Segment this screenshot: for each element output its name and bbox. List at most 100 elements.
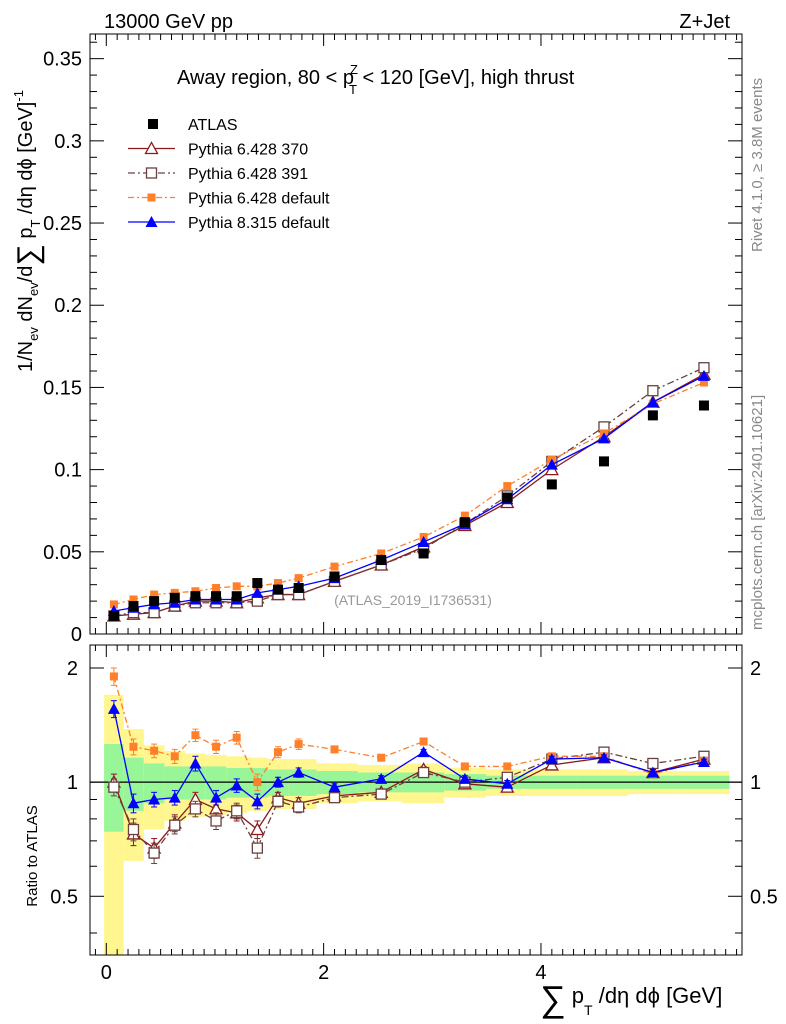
ratio-series-point (127, 797, 140, 809)
x-tick-label: 4 (535, 962, 546, 984)
main-series-point (232, 582, 241, 591)
ratio-tick-label: 1 (67, 772, 78, 794)
main-series-line (113, 367, 705, 617)
ratio-series-point (273, 748, 282, 757)
ratio-series-point (250, 822, 265, 836)
ratio-series-point (231, 805, 243, 817)
main-panel-frame (89, 33, 743, 635)
x-tick-label: 0 (101, 962, 112, 984)
energy-label: 13000 GeV pp (104, 11, 233, 33)
plot-title: Away region, 80 < pZ T < 120 [GeV], high … (177, 62, 575, 97)
ratio-series-point (597, 751, 610, 763)
y-tick-label: 0.25 (43, 213, 82, 235)
title-post: < 120 [GeV], high thrust (357, 67, 575, 89)
ratio-series-point (253, 778, 262, 787)
legend-label: Pythia 6.428 370 (188, 142, 308, 159)
main-series-point (417, 535, 430, 547)
main-series-point (646, 396, 659, 408)
ylabel-a: 1/N (15, 341, 37, 372)
ratio-series-point (503, 762, 512, 771)
ratio-tick-label-right: 2 (750, 658, 761, 680)
ratio-series-point (272, 795, 284, 807)
ratio-series-point (460, 762, 469, 771)
xlabel-p: p (566, 983, 584, 1008)
xlabel-rest: /dη dϕ [GeV] (593, 983, 723, 1008)
atlas-data-point (272, 584, 283, 595)
ratio-series-point (150, 746, 159, 755)
axes-group: 0 2 4 0 0.05 0.1 0.15 0.2 0.25 0.3 0.35 0.5 0.5 1 1 2 2 (43, 33, 778, 984)
atlas-data-point (502, 492, 513, 503)
ratio-series-point (375, 788, 387, 800)
ratio-series-point (294, 740, 303, 749)
main-series-point (503, 482, 512, 491)
main-series-point (294, 574, 303, 583)
y-tick-label: 0.05 (43, 542, 82, 564)
atlas-data-point (169, 592, 180, 603)
ratio-series-point (232, 733, 241, 742)
ratio-series-point (212, 742, 221, 751)
atlas-data-point (108, 610, 119, 621)
legend: ATLAS Pythia 6.428 370 Pythia 6.428 391 Pyt… (128, 117, 330, 232)
ratio-series-point (292, 766, 305, 778)
ratio-series-point (169, 819, 181, 831)
main-series-line (113, 375, 705, 612)
main-series-point (699, 378, 708, 387)
main-series-point (377, 549, 386, 558)
inner-band-bin (185, 766, 206, 800)
ratio-series-point (129, 742, 138, 751)
inner-band-bin (164, 766, 186, 800)
ratio-series-point (210, 791, 223, 803)
atlas-data-point (231, 591, 242, 602)
main-series-line (113, 373, 705, 617)
ratio-series-point (148, 793, 161, 805)
y-tick-label: 0.3 (54, 131, 82, 153)
main-series-line (113, 381, 705, 606)
atlas-data-point (128, 601, 139, 612)
ratio-series-point (170, 752, 179, 761)
ratio-series-point (375, 772, 388, 784)
main-series-group (106, 362, 712, 622)
ratio-series-point (377, 753, 386, 762)
legend-label: Pythia 6.428 391 (188, 166, 308, 183)
ratio-series-point (646, 766, 659, 778)
ratio-series-point (107, 702, 120, 714)
ratio-panel-frame (89, 644, 743, 956)
ylabel-d: ev (26, 282, 41, 296)
ratio-series-point (458, 772, 471, 784)
main-series-point (150, 590, 159, 599)
ylabel-c: dN (15, 296, 37, 327)
main-y-axis-label: 1/Nev dNev/d∑ pT /dη dϕ [GeV]-1 (11, 90, 45, 372)
atlas-data-point (647, 410, 658, 421)
atlas-data-point (293, 582, 304, 593)
atlas-data-point (211, 591, 222, 602)
main-series-point (109, 600, 118, 609)
ylabel-f: p (15, 228, 37, 245)
atlas-data-point (252, 578, 263, 589)
y-tick-label: 0.1 (54, 460, 82, 482)
y-tick-label: 0.35 (43, 49, 82, 71)
ratio-y-axis-label: Ratio to ATLAS (24, 805, 41, 906)
ratio-series-point (501, 777, 514, 789)
ratio-series-point (210, 815, 222, 827)
ratio-series-point (109, 672, 118, 681)
legend-marker-atlas (148, 119, 158, 129)
ratio-series-point (417, 746, 430, 758)
x-axis-label: ∑ pT /dη dϕ [GeV] (540, 978, 722, 1019)
main-series-point (212, 583, 221, 592)
ratio-series-point (545, 753, 558, 765)
ratio-series-point (697, 756, 710, 768)
inner-band-bin (205, 766, 227, 800)
ylabel-b: ev (26, 327, 41, 341)
ratio-series-point (251, 842, 263, 854)
y-tick-label: 0.15 (43, 377, 82, 399)
ratio-series-point (271, 776, 284, 788)
ratio-series-point (292, 801, 305, 813)
ratio-series-point (328, 792, 341, 804)
xlabel-sub: T (584, 1002, 593, 1018)
main-series-point (129, 595, 138, 604)
process-label: Z+Jet (679, 11, 730, 33)
ratio-series-point (330, 745, 339, 754)
x-tick-label: 2 (318, 962, 329, 984)
atlas-data-point (546, 479, 557, 490)
